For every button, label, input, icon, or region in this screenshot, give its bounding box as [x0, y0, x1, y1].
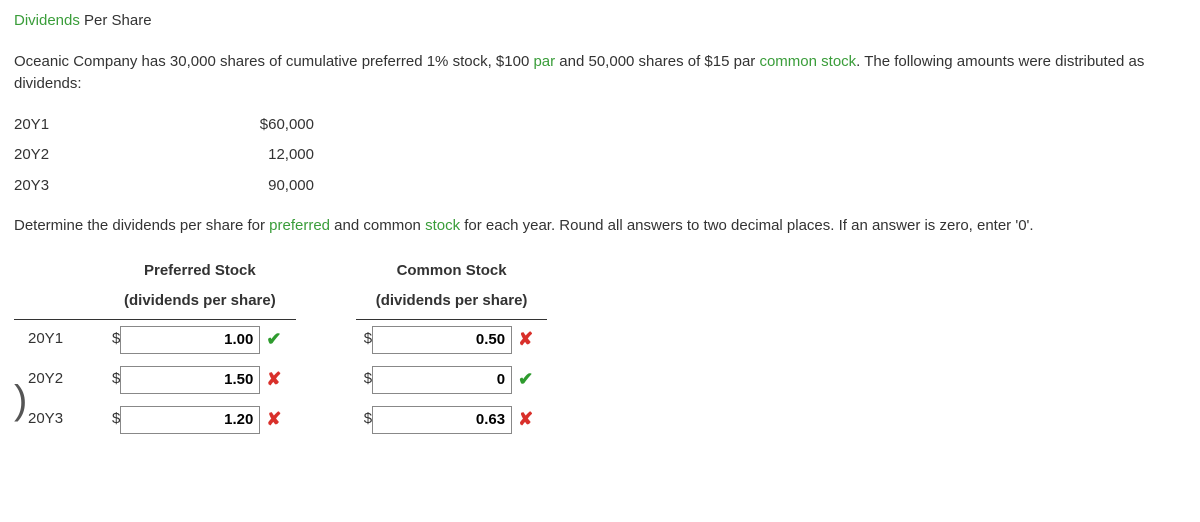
- title-green: Dividends: [14, 12, 80, 29]
- preferred-cell: $✘: [104, 400, 296, 440]
- cross-icon: ✘: [518, 326, 533, 353]
- dollar-sign: $: [112, 368, 120, 391]
- header-preferred-1: Preferred Stock: [104, 256, 296, 287]
- check-icon: ✔: [518, 366, 533, 393]
- answer-row: 20Y1$✔$✘: [14, 319, 547, 360]
- dist-row: 20Y1 $60,000: [14, 110, 1186, 141]
- dollar-sign: $: [364, 368, 372, 391]
- instr-c: for each year. Round all answers to two …: [460, 217, 1034, 234]
- dist-year: 20Y3: [14, 175, 214, 198]
- dollar-sign: $: [364, 408, 372, 431]
- instr-a: Determine the dividends per share for: [14, 217, 269, 234]
- dist-row: 20Y3 90,000: [14, 171, 1186, 202]
- dollar-sign: $: [364, 328, 372, 351]
- header-preferred-2: (dividends per share): [104, 286, 296, 319]
- paren-icon: ): [14, 370, 27, 430]
- dist-amount: 12,000: [214, 144, 314, 167]
- cross-icon: ✘: [518, 406, 533, 433]
- instruction-text: Determine the dividends per share for pr…: [14, 215, 1186, 238]
- preferred-input[interactable]: [120, 326, 260, 354]
- cross-icon: ✘: [266, 406, 281, 433]
- answer-year: )20Y2: [14, 360, 104, 400]
- check-icon: ✔: [266, 326, 281, 353]
- common-input[interactable]: [372, 366, 512, 394]
- preferred-cell: $✔: [104, 319, 296, 360]
- intro-b: and 50,000 shares of $15 par: [555, 53, 759, 70]
- preferred-cell: $✘: [104, 360, 296, 400]
- intro-par: par: [533, 53, 555, 70]
- cross-icon: ✘: [266, 366, 281, 393]
- answer-row: 20Y3$✘$✘: [14, 400, 547, 440]
- dist-amount: 90,000: [214, 175, 314, 198]
- preferred-input[interactable]: [120, 366, 260, 394]
- intro-common: common stock: [759, 53, 856, 70]
- dist-amount: $60,000: [214, 114, 314, 137]
- distribution-table: 20Y1 $60,000 20Y2 12,000 20Y3 90,000: [14, 110, 1186, 202]
- header-common-1: Common Stock: [356, 256, 548, 287]
- common-input[interactable]: [372, 406, 512, 434]
- dist-row: 20Y2 12,000: [14, 140, 1186, 171]
- instr-preferred: preferred: [269, 217, 330, 234]
- dist-year: 20Y1: [14, 114, 214, 137]
- page-title: Dividends Per Share: [14, 10, 1186, 33]
- common-cell: $✘: [356, 400, 548, 440]
- dollar-sign: $: [112, 408, 120, 431]
- preferred-input[interactable]: [120, 406, 260, 434]
- header-common-2: (dividends per share): [356, 286, 548, 319]
- dist-year: 20Y2: [14, 144, 214, 167]
- common-input[interactable]: [372, 326, 512, 354]
- answer-table: Preferred Stock Common Stock (dividends …: [14, 256, 547, 440]
- common-cell: $✘: [356, 319, 548, 360]
- intro-a: Oceanic Company has 30,000 shares of cum…: [14, 53, 533, 70]
- dollar-sign: $: [112, 328, 120, 351]
- instr-b: and common: [330, 217, 425, 234]
- title-rest: Per Share: [80, 12, 152, 29]
- intro-text: Oceanic Company has 30,000 shares of cum…: [14, 51, 1186, 96]
- answer-row: )20Y2$✘$✔: [14, 360, 547, 400]
- answer-year: 20Y3: [14, 400, 104, 440]
- common-cell: $✔: [356, 360, 548, 400]
- instr-stock: stock: [425, 217, 460, 234]
- answer-year: 20Y1: [14, 319, 104, 360]
